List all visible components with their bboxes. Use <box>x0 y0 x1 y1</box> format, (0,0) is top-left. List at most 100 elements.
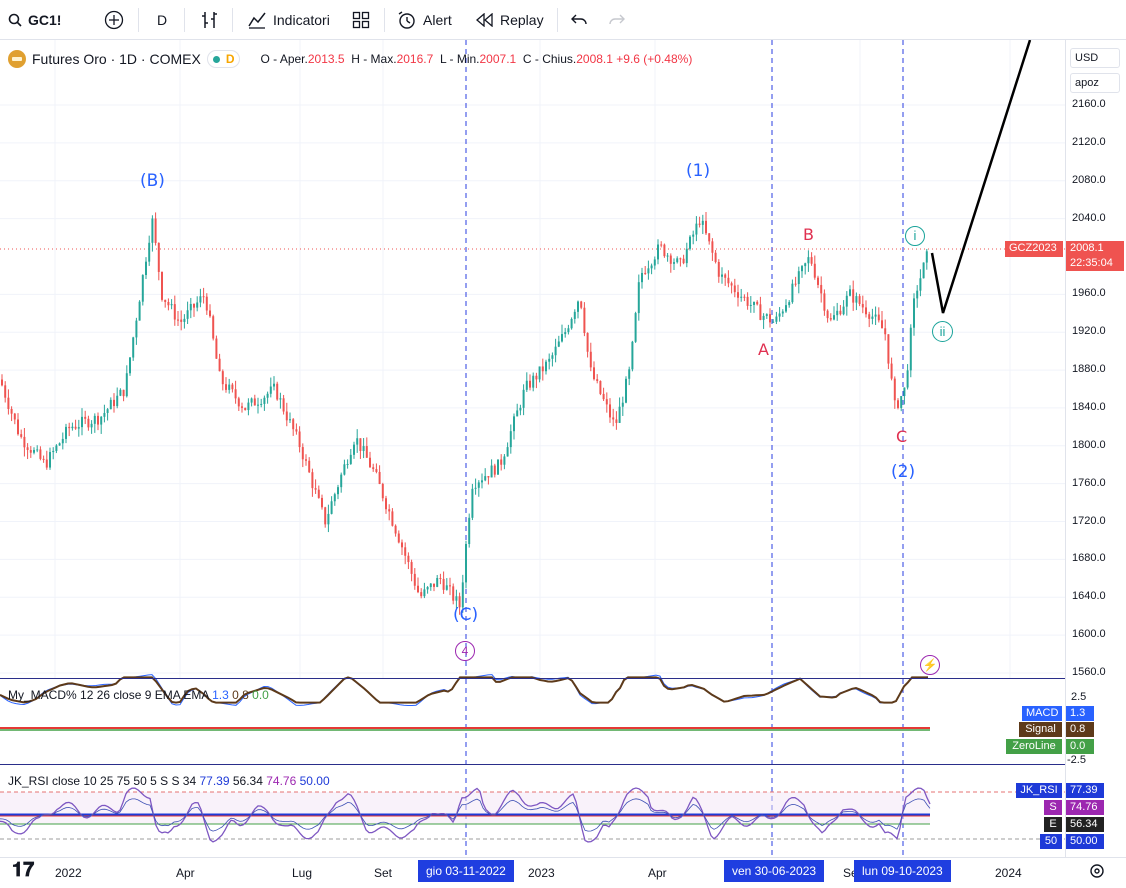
candle-body <box>97 415 99 425</box>
candle-body <box>173 304 176 320</box>
candle-body <box>557 341 560 347</box>
scale-mode-select[interactable]: apoz <box>1070 73 1120 93</box>
candle-body <box>132 337 135 358</box>
candle-body <box>538 366 541 380</box>
candle-body <box>545 361 547 372</box>
time-marker-tag: ven 30-06-2023 <box>724 860 825 882</box>
time-axis[interactable]: 𝟏𝟕 2022 Apr Lug Set gio 03-11-2022 2023 … <box>0 857 1126 888</box>
layouts-button[interactable] <box>352 0 370 40</box>
candle-body <box>605 399 608 405</box>
candle-body <box>113 399 115 407</box>
toolbar-divider <box>184 8 185 32</box>
candle-body <box>292 419 295 430</box>
candle-body <box>906 370 909 388</box>
candle-body <box>4 385 7 398</box>
wave-label-ii: ii <box>932 321 953 342</box>
candle-body <box>410 562 413 574</box>
candle-body <box>919 278 922 291</box>
candle-body <box>263 397 266 404</box>
wave-label-i: i <box>905 226 925 246</box>
candle-body <box>820 284 823 294</box>
candle-body <box>481 480 483 483</box>
candle-body <box>423 589 426 597</box>
candle-body <box>177 319 179 321</box>
candle-body <box>362 446 365 451</box>
candle-body <box>785 305 787 312</box>
candle-body <box>378 471 381 484</box>
plus-circle-icon <box>104 10 124 30</box>
candle-body <box>826 310 829 319</box>
candle-body <box>836 310 839 316</box>
rsi-legend[interactable]: JK_RSI close 10 25 75 50 5 S S 34 77.39 … <box>8 774 330 788</box>
candle-body <box>493 465 496 475</box>
market-open-dot-icon <box>212 55 220 63</box>
candle-body <box>343 464 346 475</box>
macd-legend[interactable]: My_MACD% 12 26 close 9 EMA EMA 1.3 0.8 0… <box>8 688 269 702</box>
candle-body <box>445 585 448 590</box>
undo-button[interactable] <box>570 0 588 40</box>
symbol-label: GC1! <box>28 12 62 28</box>
symbol-search[interactable]: GC1! <box>8 0 61 40</box>
indicators-button[interactable]: Indicatori <box>247 0 330 40</box>
settings-gear-icon[interactable] <box>1089 863 1105 884</box>
candle-body <box>874 314 877 317</box>
tradingview-logo-icon[interactable]: 𝟏𝟕 <box>12 859 35 881</box>
chart-canvas[interactable] <box>0 40 1065 857</box>
candle-body <box>660 244 663 246</box>
candle-body <box>439 578 442 580</box>
legend-title[interactable]: Futures Oro · 1D · COMEX <box>32 51 201 67</box>
market-status-pill[interactable]: D <box>206 50 241 68</box>
pane-separator[interactable] <box>0 678 1126 679</box>
candle-body <box>737 292 739 298</box>
candle-body <box>801 266 803 272</box>
candle-body <box>756 301 759 305</box>
wave-label-C-paren: (C) <box>453 605 479 625</box>
redo-button[interactable] <box>608 0 626 40</box>
candle-body <box>305 459 307 461</box>
candle-body <box>269 386 272 394</box>
chart-type-button[interactable] <box>200 0 220 40</box>
candle-body <box>759 304 762 320</box>
pane-separator[interactable] <box>0 764 1126 765</box>
price-tick-label: 1720.0 <box>1072 514 1106 527</box>
alert-button[interactable]: Alert <box>397 0 452 40</box>
candle-body <box>621 402 624 407</box>
candle-body <box>369 457 371 468</box>
candle-body <box>164 299 167 302</box>
time-marker-tag: gio 03-11-2022 <box>418 860 514 882</box>
candle-body <box>209 310 211 317</box>
lightning-icon[interactable]: ⚡ <box>920 655 940 675</box>
candle-body <box>663 244 666 257</box>
price-tick-label: 1560.0 <box>1072 666 1106 678</box>
add-symbol-button[interactable] <box>104 0 124 40</box>
candle-body <box>909 327 912 371</box>
candle-body <box>461 582 464 608</box>
candle-body <box>813 263 816 278</box>
candle-body <box>817 277 819 285</box>
candle-body <box>487 476 490 478</box>
toolbar-divider <box>384 8 385 32</box>
candle-body <box>807 257 810 264</box>
candle-body <box>45 459 48 468</box>
interval-button[interactable]: D <box>157 0 167 40</box>
forecast-path <box>930 40 1032 314</box>
replay-button[interactable]: Replay <box>476 0 544 40</box>
candle-body <box>199 296 202 303</box>
rsi-legend-params: close 10 25 75 50 5 S S 34 <box>52 774 197 788</box>
candle-body <box>26 447 29 450</box>
price-tick-label: 1760.0 <box>1072 476 1106 489</box>
candle-body <box>628 369 631 379</box>
indicators-icon <box>247 10 267 30</box>
candle-body <box>337 487 339 495</box>
candle-body <box>385 498 387 510</box>
open-label: O - Aper. <box>260 52 308 66</box>
macd-legend-name: My_MACD% <box>8 688 77 702</box>
time-label: Set <box>374 866 393 880</box>
candle-body <box>740 296 743 298</box>
candle-body <box>637 282 640 314</box>
e-value-tag: 56.34 <box>1066 817 1104 832</box>
currency-select[interactable]: USD <box>1070 48 1120 68</box>
candle-body <box>10 408 13 414</box>
s-value-tag: 74.76 <box>1066 800 1104 815</box>
symbol-price-tag: GCZ2023 <box>1005 241 1063 257</box>
